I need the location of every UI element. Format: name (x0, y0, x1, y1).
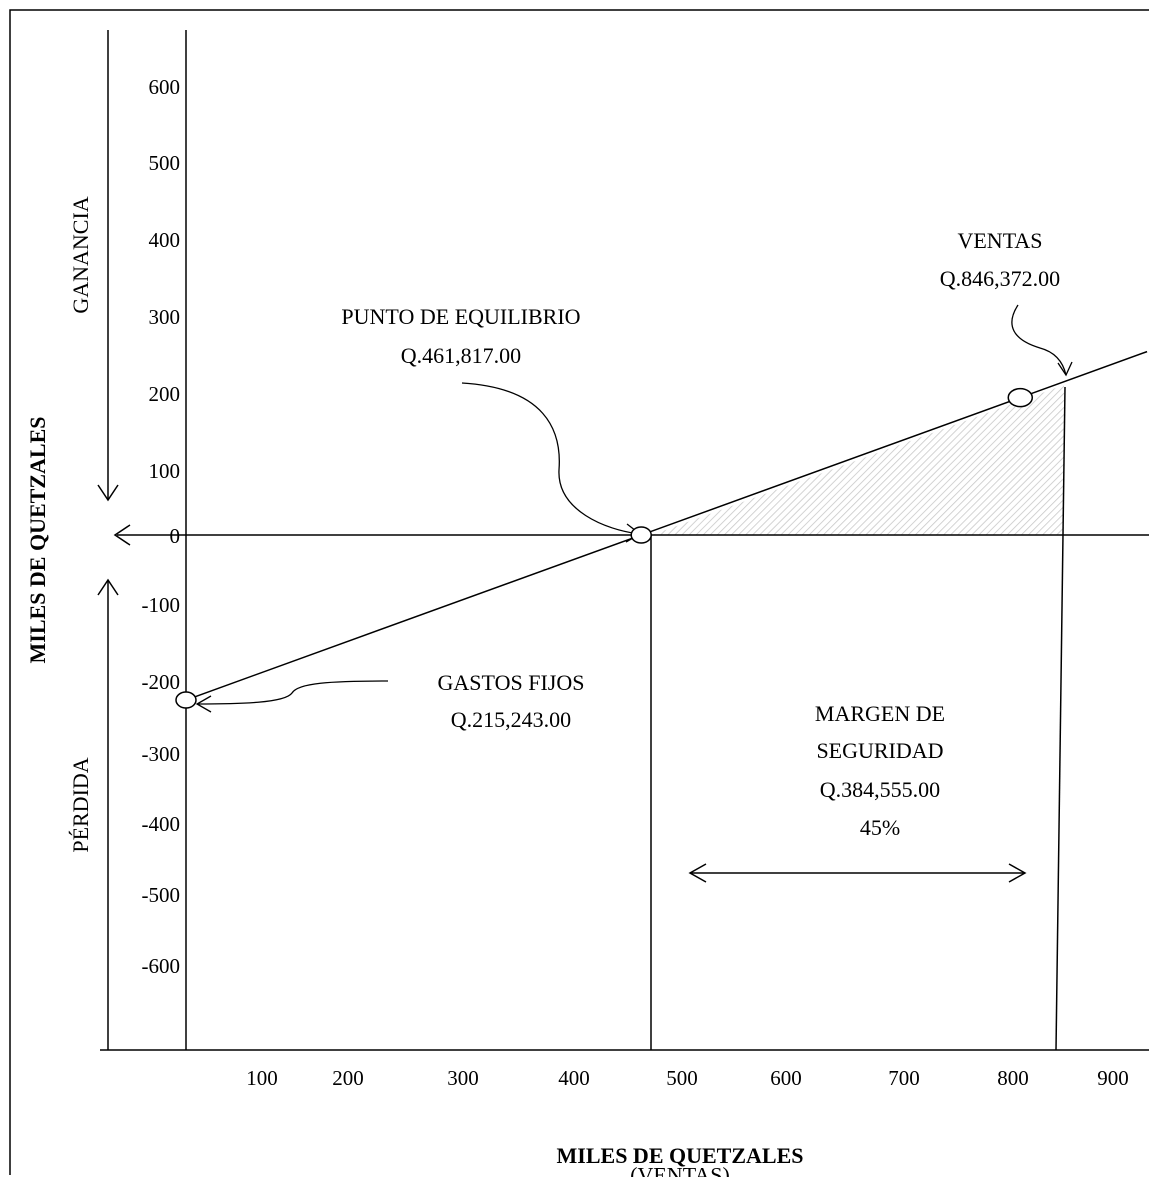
ganancia-arrowhead (97, 484, 119, 502)
x-tick-label: 300 (447, 1066, 479, 1090)
perdida-label: PÉRDIDA (68, 757, 93, 852)
break-even-value: Q.461,817.00 (401, 343, 521, 368)
y-tick-label: -300 (142, 742, 181, 766)
break-even-label: PUNTO DE EQUILIBRIO (341, 304, 580, 329)
y-tick-label: -400 (142, 812, 181, 836)
y-tick-label: -500 (142, 883, 181, 907)
x-axis-title: MILES DE QUETZALES (557, 1143, 804, 1168)
sales-marker (1007, 387, 1034, 408)
x-tick-label: 700 (888, 1066, 920, 1090)
profit-region (652, 385, 1064, 535)
y-tick-labels: 600 500 400 300 200 100 0 -100 -200 -300… (142, 75, 181, 978)
sales-label: VENTAS (957, 228, 1042, 253)
zero-line-arrowhead (113, 524, 131, 546)
x-tick-label: 200 (332, 1066, 364, 1090)
y-tick-label: 200 (149, 382, 181, 406)
x-tick-labels: 100 200 300 400 500 600 700 800 900 (246, 1066, 1129, 1090)
margin-arrowhead-right (1008, 863, 1027, 883)
break-even-marker (630, 526, 652, 544)
sales-pointer-arrowhead (1057, 361, 1073, 377)
fixed-costs-value: Q.215,243.00 (451, 707, 571, 732)
margin-label-2: SEGURIDAD (816, 738, 943, 763)
y-tick-label: -200 (142, 670, 181, 694)
ganancia-label: GANANCIA (68, 196, 93, 313)
y-tick-label: -600 (142, 954, 181, 978)
fixed-costs-pointer (196, 680, 389, 705)
chart-frame (9, 9, 1149, 1175)
break-even-pointer (461, 382, 641, 535)
y-tick-label: 400 (149, 228, 181, 252)
y-axis-title: MILES DE QUETZALES (25, 417, 50, 664)
x-axis-subtitle: (VENTAS) (630, 1163, 730, 1177)
x-tick-label: 900 (1097, 1066, 1129, 1090)
x-tick-label: 100 (246, 1066, 278, 1090)
profit-line (185, 350, 1148, 701)
fixed-costs-label: GASTOS FIJOS (438, 670, 585, 695)
fixed-costs-marker (175, 691, 197, 709)
margin-value: Q.384,555.00 (820, 777, 940, 802)
y-tick-label: 600 (149, 75, 181, 99)
sales-value: Q.846,372.00 (940, 266, 1060, 291)
y-tick-label: 100 (149, 459, 181, 483)
margin-percent: 45% (860, 815, 900, 840)
y-tick-label: -100 (142, 593, 181, 617)
x-tick-label: 500 (666, 1066, 698, 1090)
fixed-costs-pointer-arrowhead (195, 695, 212, 713)
sales-pointer (1011, 304, 1067, 376)
y-tick-label: 500 (149, 151, 181, 175)
margin-arrowhead-left (688, 863, 707, 883)
sales-drop-line (1055, 386, 1066, 1051)
y-tick-label: 300 (149, 305, 181, 329)
x-tick-label: 800 (997, 1066, 1029, 1090)
perdida-arrowhead (97, 578, 119, 596)
x-tick-label: 400 (558, 1066, 590, 1090)
x-tick-label: 600 (770, 1066, 802, 1090)
y-tick-label: 0 (170, 524, 181, 548)
margin-label-1: MARGEN DE (815, 701, 945, 726)
